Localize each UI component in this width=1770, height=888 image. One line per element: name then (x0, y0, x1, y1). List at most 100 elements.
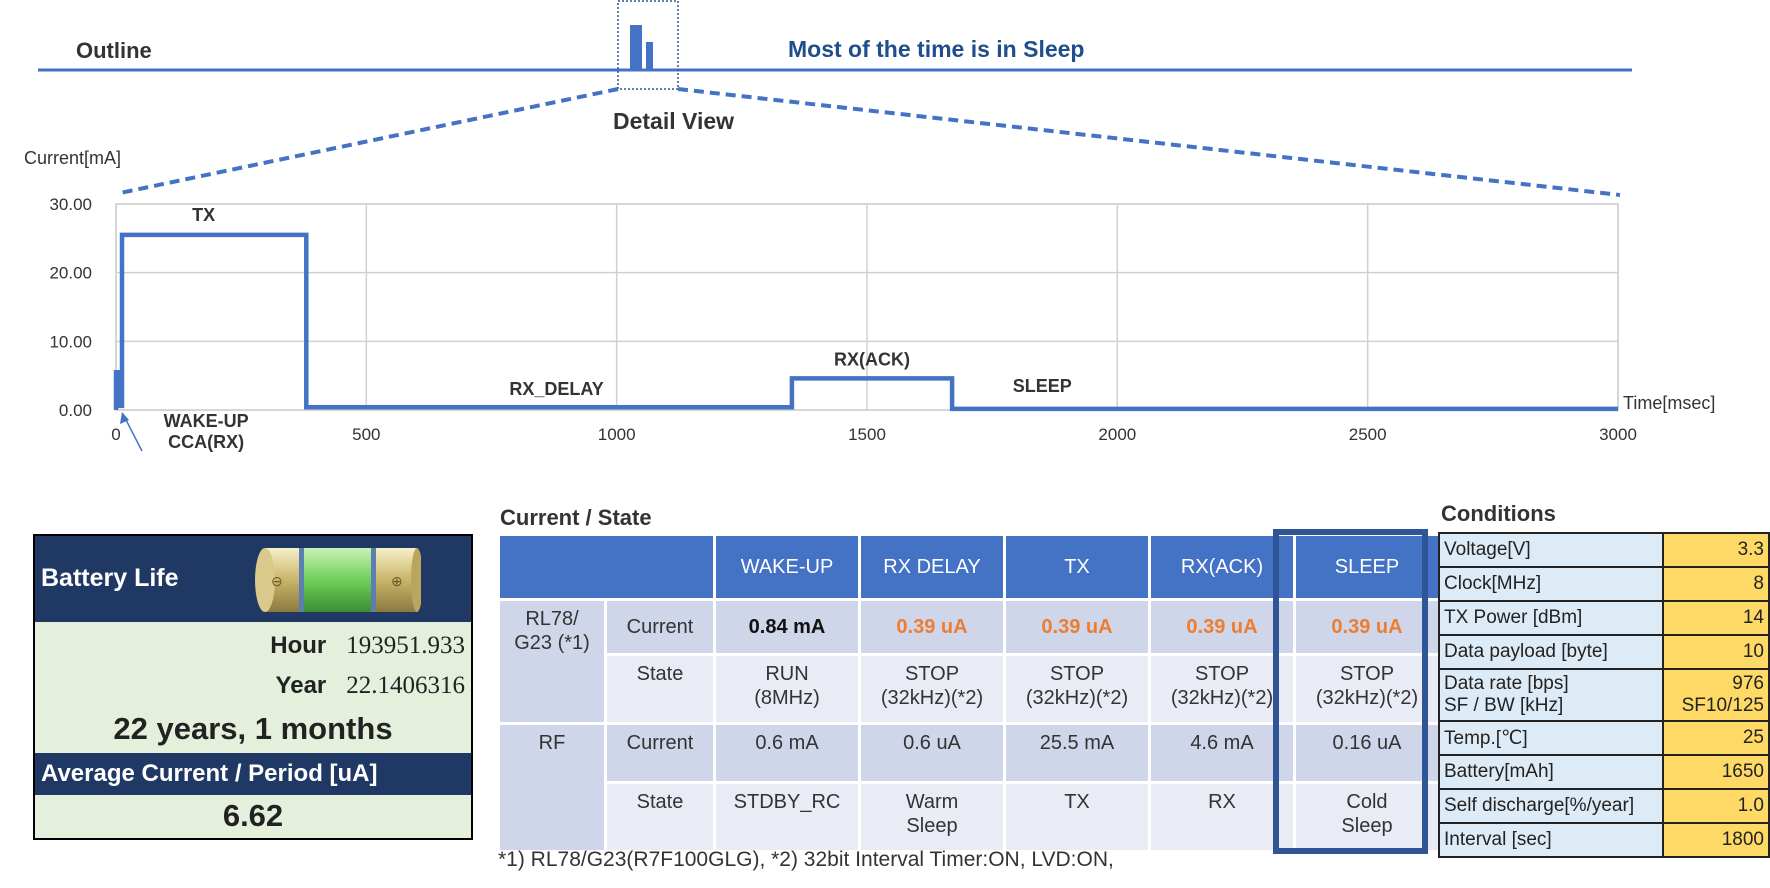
rf-state-wakeup: STDBY_RC (713, 781, 861, 853)
annotation-label: RX_DELAY (509, 379, 603, 399)
cond-row: Voltage[V] 3.3 (1437, 532, 1770, 568)
cond-key: Clock[MHz] (1437, 566, 1665, 602)
conditions-title: Conditions (1441, 501, 1556, 526)
y-axis-label: Current[mA] (24, 148, 121, 168)
detail-view-title: Detail View (613, 108, 735, 134)
cond-value: 8 (1662, 566, 1770, 602)
cond-value: 976 SF10/125 (1662, 668, 1770, 722)
rf-state-label: State (604, 781, 716, 853)
rl78-state-rx-delay: STOP (32kHz)(*2) (858, 653, 1006, 725)
x-tick-label: 1000 (598, 425, 636, 444)
rl78-current-wakeup: 0.84 mA (713, 598, 861, 656)
cond-key: Temp.[℃] (1437, 720, 1665, 756)
average-current-title: Average Current / Period [uA] (41, 760, 378, 787)
outline-zoom-box (617, 0, 679, 90)
battery-hour-row: Hour 193951.933 (35, 632, 465, 660)
rf-state-row: State STDBY_RC Warm Sleep TX RX Cold Sleep (499, 781, 1441, 853)
annotation-label: SLEEP (1013, 376, 1072, 396)
zoom-line-left (119, 87, 619, 195)
cond-key: Self discharge[%/year] (1437, 788, 1665, 824)
annotation-label: CCA(RX) (168, 432, 244, 452)
cond-key: TX Power [dBm] (1437, 600, 1665, 636)
cond-row: Data rate [bps] SF / BW [kHz] 976 SF10/125 (1437, 668, 1770, 722)
rf-state-rx-delay: Warm Sleep (858, 781, 1006, 853)
battery-title: Battery Life (41, 564, 179, 592)
x-tick-label: 0 (111, 425, 120, 444)
cond-value: 1650 (1662, 754, 1770, 790)
battery-year-row: Year 22.1406316 (35, 672, 465, 700)
plot-grid (115, 203, 1619, 411)
header-rx-delay: RX DELAY (858, 533, 1006, 601)
cond-key: Interval [sec] (1437, 822, 1665, 858)
x-tick-label: 500 (352, 425, 380, 444)
outline-message: Most of the time is in Sleep (788, 36, 1085, 62)
y-tick-label: 10.00 (49, 332, 92, 351)
cond-row: Battery[mAh] 1650 (1437, 754, 1770, 790)
rl78-state-sleep: STOP (32kHz)(*2) (1293, 653, 1441, 725)
battery-icon: ⊖ ⊕ (255, 548, 421, 612)
rl78-current-tx: 0.39 uA (1003, 598, 1151, 656)
annotation-label: TX (192, 205, 215, 225)
rl78-current-label: Current (604, 598, 716, 656)
sleep-column-highlight (1273, 529, 1428, 854)
average-current-header: Average Current / Period [uA] (35, 753, 471, 795)
rf-state-sleep: Cold Sleep (1293, 781, 1441, 853)
rf-current-label: Current (604, 722, 716, 784)
svg-text:⊖: ⊖ (271, 573, 283, 589)
hour-label: Hour (270, 632, 327, 659)
rl78-current-sleep: 0.39 uA (1293, 598, 1441, 656)
header-blank (497, 533, 716, 601)
cond-row: TX Power [dBm] 14 (1437, 600, 1770, 636)
hour-value: 193951.933 (346, 632, 465, 659)
header-sleep: SLEEP (1293, 533, 1441, 601)
cond-key: Battery[mAh] (1437, 754, 1665, 790)
rl78-current-rx-delay: 0.39 uA (858, 598, 1006, 656)
cond-value: 1.0 (1662, 788, 1770, 824)
rf-current-rx-ack: 4.6 mA (1148, 722, 1296, 784)
rf-current-row: RF Current 0.6 mA 0.6 uA 25.5 mA 4.6 mA … (497, 722, 1441, 853)
x-tick-label: 3000 (1599, 425, 1637, 444)
cond-value: 25 (1662, 720, 1770, 756)
cond-value: 1800 (1662, 822, 1770, 858)
year-label: Year (275, 672, 327, 699)
x-tick-label: 2500 (1349, 425, 1387, 444)
conditions-table: Voltage[V] 3.3 Clock[MHz] 8 TX Power [dBm]… (1437, 532, 1770, 858)
zoom-line-right (677, 87, 1621, 197)
cond-key: Voltage[V] (1437, 532, 1665, 568)
header-wakeup: WAKE-UP (713, 533, 861, 601)
rl78-state-row: State RUN (8MHz) STOP (32kHz)(*2) STOP (32k… (499, 653, 1441, 725)
rl78-current-rx-ack: 0.39 uA (1148, 598, 1296, 656)
year-value: 22.1406316 (346, 672, 465, 699)
rf-state-rx-ack: RX (1148, 781, 1296, 853)
wakeup-pointer-arrow (120, 412, 129, 424)
cond-key: Data payload [byte] (1437, 634, 1665, 670)
rf-current-tx: 25.5 mA (1003, 722, 1151, 784)
series-line (113, 232, 1618, 412)
cond-row: Temp.[℃] 25 (1437, 720, 1770, 756)
rl78-label: RL78/ G23 (*1) (497, 598, 607, 725)
x-tick-label: 1500 (848, 425, 886, 444)
x-tick-label: 2000 (1098, 425, 1136, 444)
cond-value: 10 (1662, 634, 1770, 670)
wakeup-pointer-line (123, 415, 143, 452)
rl78-state-tx: STOP (32kHz)(*2) (1003, 653, 1151, 725)
cond-value: 3.3 (1662, 532, 1770, 568)
y-tick-label: 20.00 (49, 264, 92, 283)
cond-row: Clock[MHz] 8 (1437, 566, 1770, 602)
rl78-current-row: RL78/ G23 (*1) Current 0.84 mA 0.39 uA 0… (497, 598, 1441, 725)
current-chart: 0 500 1000 1500 2000 2500 3000 0.00 10.00 20.00 30… (24, 0, 1715, 452)
rf-current-rx-delay: 0.6 uA (858, 722, 1006, 784)
outline-title: Outline (76, 38, 152, 63)
outline-pulse-rx (646, 42, 653, 70)
annotation-label: RX(ACK) (834, 349, 910, 369)
cond-row: Interval [sec] 1800 (1437, 822, 1770, 858)
state-table-title: Current / State (500, 505, 652, 530)
battery-life-panel: Battery Life ⊖ ⊕ Hour 193951.933 Year 2 (33, 534, 473, 840)
cond-row: Data payload [byte] 10 (1437, 634, 1770, 670)
header-tx: TX (1003, 533, 1151, 601)
header-rx-ack: RX(ACK) (1148, 533, 1296, 601)
rl78-state-wakeup: RUN (8MHz) (713, 653, 861, 725)
svg-text:⊕: ⊕ (391, 573, 403, 589)
y-tick-label: 0.00 (59, 401, 92, 420)
